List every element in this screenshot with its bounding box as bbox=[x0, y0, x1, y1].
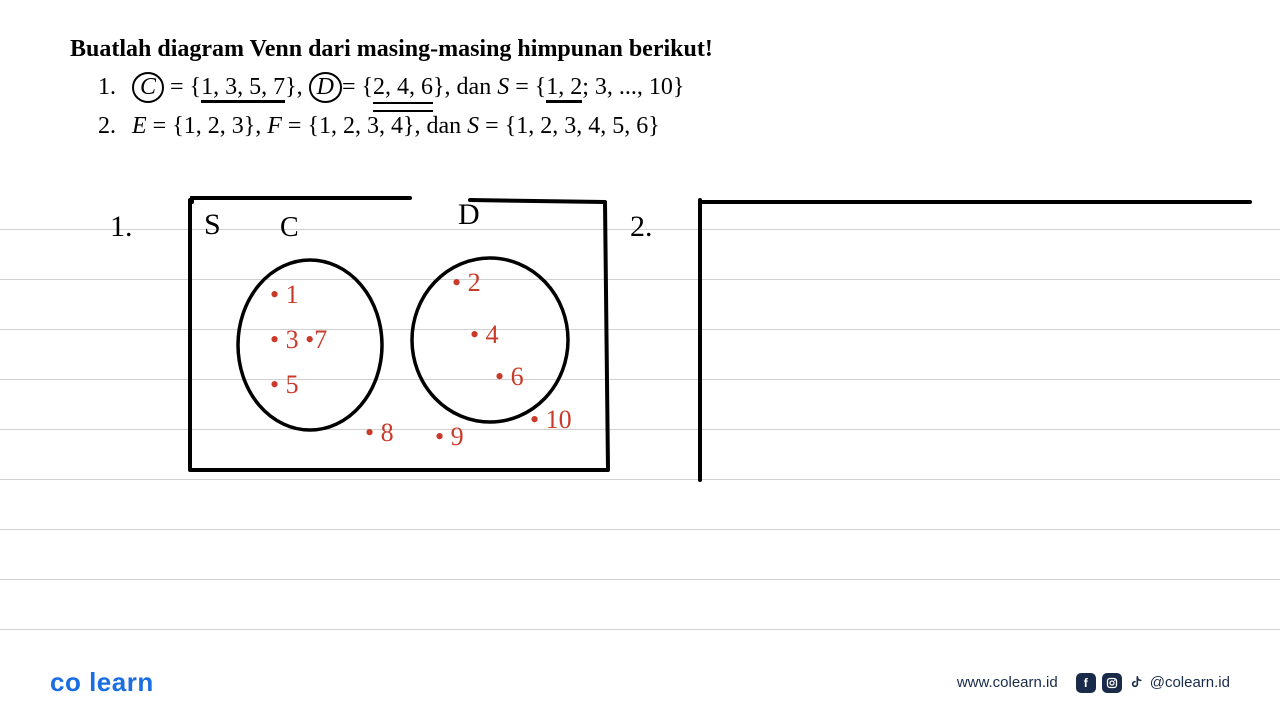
elem-c-3: • 3 •7 bbox=[270, 325, 327, 355]
footer-url: www.colearn.id bbox=[957, 674, 1058, 691]
problem-block: Buatlah diagram Venn dari masing-masing … bbox=[70, 30, 1220, 145]
set-c-circled: C bbox=[132, 72, 164, 102]
elem-d-6: • 6 bbox=[495, 362, 524, 392]
elem-out-8: • 8 bbox=[365, 418, 394, 448]
line-num: 1. bbox=[98, 68, 124, 106]
set-c-label-hand: C bbox=[280, 212, 299, 244]
venn-diagram-2-box bbox=[690, 180, 1280, 520]
problem-title: Buatlah diagram Venn dari masing-masing … bbox=[70, 30, 1220, 68]
set-d-label-hand: D bbox=[458, 198, 480, 232]
problem-line-1: 1. C = {1, 3, 5, 7}, D= {2, 4, 6}, dan S… bbox=[98, 68, 1220, 106]
social-icons: f @colearn.id bbox=[1076, 673, 1230, 693]
elem-c-5: • 5 bbox=[270, 370, 299, 400]
set-s-label: S bbox=[497, 74, 509, 100]
hand-label-2: 2. bbox=[630, 210, 653, 244]
footer-right: www.colearn.id f @colearn.id bbox=[957, 673, 1230, 693]
line-body: C = {1, 3, 5, 7}, D= {2, 4, 6}, dan S = … bbox=[132, 68, 684, 106]
problem-line-2: 2. E = {1, 2, 3}, F = {1, 2, 3, 4}, dan … bbox=[98, 107, 1220, 145]
line-num: 2. bbox=[98, 107, 124, 145]
footer-handle: @colearn.id bbox=[1150, 674, 1230, 691]
brand-logo: co learn bbox=[50, 667, 154, 698]
elem-d-4: • 4 bbox=[470, 320, 499, 350]
page: Buatlah diagram Venn dari masing-masing … bbox=[0, 0, 1280, 720]
set-d-circled: D bbox=[309, 72, 342, 102]
set-s-label-hand: S bbox=[204, 208, 221, 242]
elem-c-1: • 1 bbox=[270, 280, 299, 310]
facebook-icon: f bbox=[1076, 673, 1096, 693]
footer: co learn www.colearn.id f @colearn.id bbox=[0, 667, 1280, 698]
elem-out-9: • 9 bbox=[435, 422, 464, 452]
line-body: E = {1, 2, 3}, F = {1, 2, 3, 4}, dan S =… bbox=[132, 107, 660, 145]
elem-d-2: • 2 bbox=[452, 268, 481, 298]
tiktok-icon bbox=[1128, 674, 1144, 692]
elem-out-10: • 10 bbox=[530, 405, 572, 435]
instagram-icon bbox=[1102, 673, 1122, 693]
